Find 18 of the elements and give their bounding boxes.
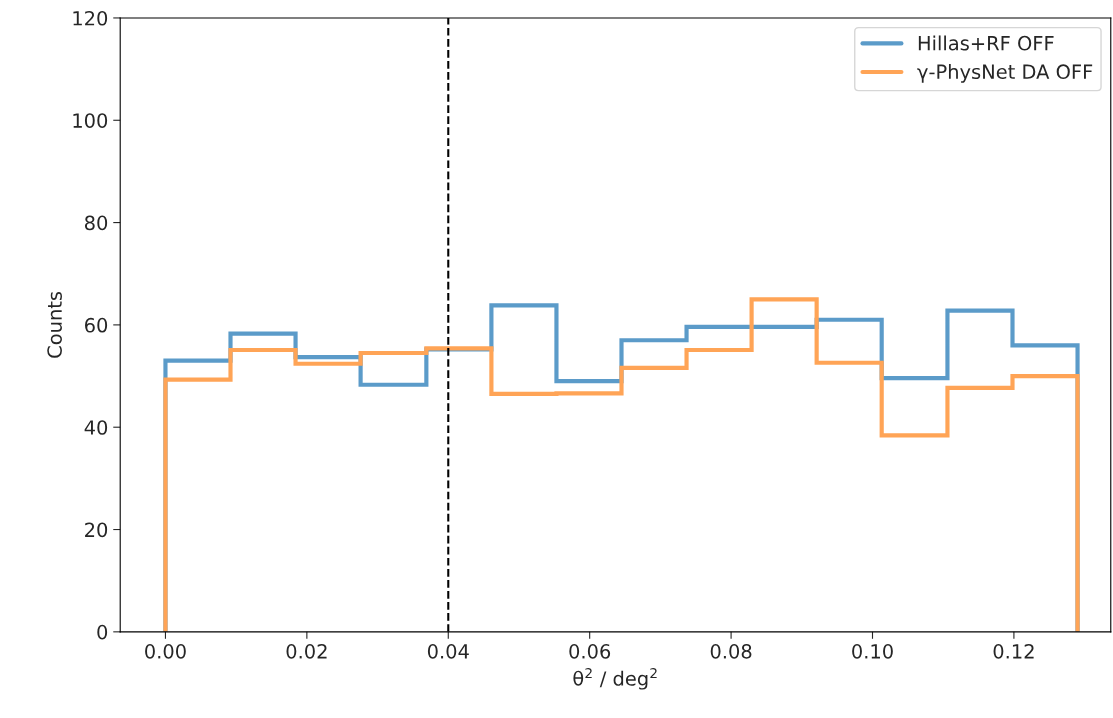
x-axis-title: θ$^{2}$ / deg$^{2}$ <box>573 668 657 690</box>
y-tick-label: 0 <box>97 624 108 640</box>
legend-label: γ-PhysNet DA OFF <box>917 63 1093 83</box>
x-tick-label: 0.10 <box>852 643 893 659</box>
y-tick-label: 60 <box>85 317 108 333</box>
y-tick-label: 100 <box>73 113 108 128</box>
x-tick-label: 0.00 <box>145 643 186 659</box>
legend-label: Hillas+RF OFF <box>918 35 1054 51</box>
y-tick-label: 120 <box>73 10 108 26</box>
x-tick-label: 0.06 <box>569 643 611 659</box>
y-tick-label: 20 <box>85 522 108 538</box>
x-tick-label: 0.12 <box>993 643 1034 659</box>
y-tick-label: 80 <box>84 215 108 231</box>
x-tick-label: 0.04 <box>427 643 469 659</box>
x-tick-label: 0.08 <box>710 643 752 659</box>
y-tick-label: 40 <box>84 420 108 435</box>
y-axis-title: Counts <box>47 291 62 358</box>
x-tick-label: 0.02 <box>286 643 327 659</box>
